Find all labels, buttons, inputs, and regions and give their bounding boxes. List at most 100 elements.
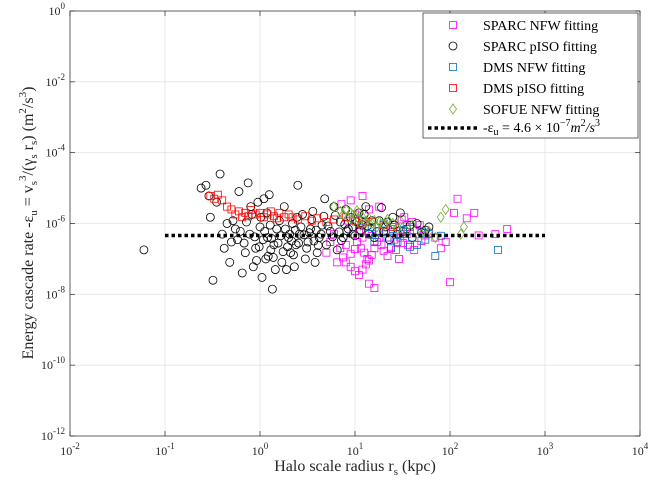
legend-reference-line-label: -εu = 4.6 × 10−7m2/s3: [483, 118, 600, 138]
data-point: [395, 255, 403, 263]
data-point: [408, 219, 417, 231]
legend-entry-label: DMS NFW fitting: [483, 61, 585, 76]
data-point: [307, 216, 316, 225]
data-point: [392, 245, 400, 254]
data-point: [388, 223, 397, 231]
data-point: [235, 226, 245, 236]
data-point: [431, 252, 440, 261]
data-point: [436, 211, 445, 223]
data-point: [288, 213, 297, 222]
data-point: [270, 265, 280, 274]
x-axis-title: Halo scale radius rs (kpc): [274, 458, 436, 478]
data-point: [379, 219, 388, 231]
data-point: [254, 242, 264, 252]
data-point: [278, 247, 288, 257]
data-point: [393, 238, 402, 246]
data-point: [410, 245, 419, 254]
y-axis-title: Energy cascade rate -εu = vs3/(γs rs) (m…: [17, 87, 40, 360]
data-point: [363, 255, 372, 263]
data-point: [375, 227, 384, 236]
data-point: [339, 208, 348, 221]
data-point: [280, 213, 289, 222]
y-tick-label: 100: [49, 1, 66, 18]
data-point: [346, 262, 355, 271]
data-point: [388, 217, 397, 230]
data-point: [139, 245, 149, 255]
x-tick-label: 10-1: [155, 441, 175, 458]
data-point: [293, 180, 303, 190]
data-point: [264, 190, 274, 200]
x-tick-label: 100: [252, 441, 269, 458]
data-point: [218, 196, 227, 205]
data-point: [329, 202, 339, 212]
data-point: [424, 225, 433, 238]
data-point: [269, 240, 279, 250]
data-point: [407, 233, 417, 242]
data-point: [227, 205, 236, 214]
legend-entry-label: SPARC pISO fitting: [483, 40, 597, 55]
legend-marker: [449, 103, 457, 115]
data-point: [364, 256, 373, 265]
y-tick-label: 10-8: [46, 284, 66, 301]
x-tick-labels: 10-2 10-1 100 101 102 103 104: [60, 441, 649, 458]
data-point: [436, 244, 445, 253]
data-point: [332, 245, 342, 255]
data-point: [284, 210, 293, 219]
data-point: [299, 230, 309, 240]
data-point: [348, 214, 357, 227]
data-point: [335, 217, 345, 227]
data-point: [351, 216, 359, 225]
data-point: [310, 257, 320, 267]
data-point: [256, 212, 266, 222]
data-point: [223, 202, 231, 211]
data-point: [320, 194, 330, 204]
data-point: [351, 209, 359, 222]
data-point: [272, 224, 282, 234]
data-point: [379, 246, 388, 255]
data-point: [341, 258, 350, 267]
data-point: [364, 230, 373, 239]
series-dms-piso-fitting: [206, 190, 397, 231]
data-point: [227, 237, 236, 247]
data-point: [243, 178, 253, 188]
y-tick-label: 10-4: [46, 143, 66, 160]
data-point: [453, 194, 462, 203]
data-point: [375, 202, 384, 211]
data-point: [403, 240, 412, 249]
data-point: [344, 211, 353, 223]
data-point: [351, 245, 359, 253]
data-point: [215, 169, 225, 179]
data-point: [408, 218, 417, 226]
data-point: [293, 215, 302, 224]
data-point: [206, 192, 215, 200]
data-point: [196, 183, 206, 193]
x-tick-label: 102: [442, 441, 459, 458]
data-point: [234, 187, 244, 196]
data-point: [406, 242, 414, 251]
data-point: [396, 214, 405, 227]
data-point: [441, 238, 450, 246]
data-point: [263, 251, 273, 261]
data-point: [266, 207, 275, 216]
data-point: [377, 203, 386, 213]
axis-ticks: [69, 10, 641, 437]
data-point: [330, 215, 338, 224]
data-point: [268, 253, 278, 262]
data-point: [459, 221, 468, 233]
data-point: [313, 241, 323, 250]
data-point: [339, 253, 348, 262]
data-point: [397, 215, 406, 224]
data-point: [343, 224, 353, 234]
data-point: [301, 212, 310, 221]
data-point: [213, 190, 222, 199]
data-point: [222, 219, 232, 228]
data-point: [370, 284, 379, 292]
data-point: [370, 238, 379, 246]
data-point: [470, 208, 479, 217]
data-point: [462, 214, 471, 223]
data-point: [341, 203, 350, 216]
data-point: [361, 216, 370, 228]
data-point: [255, 222, 265, 232]
data-point: [364, 212, 373, 225]
